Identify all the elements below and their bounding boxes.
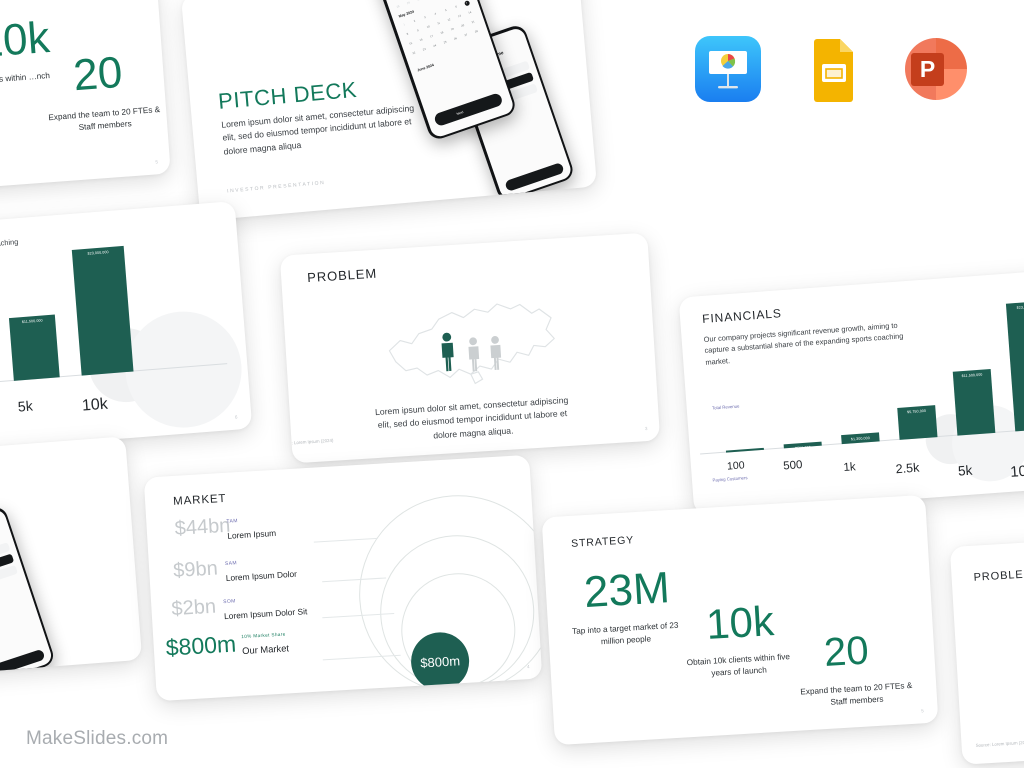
chart-category-label: 1k bbox=[843, 461, 857, 475]
time-slot-row[interactable] bbox=[0, 564, 18, 594]
chart-x-axis-label: Paying Customers bbox=[710, 475, 750, 483]
phone-primary-button[interactable] bbox=[0, 648, 45, 679]
page-number: 3 bbox=[644, 426, 648, 432]
slide-phone-mockup[interactable]: Select session time Pick an available ti… bbox=[0, 436, 143, 680]
market-key-our: 10% Market Share bbox=[241, 631, 286, 640]
chart-bar-value: $11,500,000 bbox=[21, 318, 43, 325]
chart-bar-value: $100,000 bbox=[737, 451, 754, 457]
page-number: 5 bbox=[921, 708, 924, 714]
slide-problem[interactable]: PROBLEM Lorem ipsum dolor sit amet, cons… bbox=[279, 232, 661, 464]
page-number: 5 bbox=[155, 159, 159, 165]
source-note: Source: Lorem Ipsum (2024) bbox=[975, 739, 1024, 748]
map-outline-icon bbox=[388, 303, 555, 385]
market-key-sam: SAM bbox=[224, 560, 238, 567]
slide-strategy-partial[interactable]: 10k …s within …nch 20 Expand the team to… bbox=[0, 0, 171, 195]
chart-category-label: 100 bbox=[726, 459, 746, 473]
stat-caption-10k: Obtain 10k clients within five years of … bbox=[686, 652, 791, 678]
chart-category-label: 500 bbox=[782, 459, 803, 473]
market-sub-sam: Lorem Ipsum Dolor bbox=[225, 568, 298, 583]
chart-bar: $11,500,000 bbox=[952, 369, 996, 436]
market-leader-line bbox=[313, 537, 378, 543]
apple-keynote-icon[interactable] bbox=[695, 36, 761, 102]
stat-caption-20: Expand the team to 20 FTEs & Staff membe… bbox=[48, 105, 161, 132]
google-slides-icon-svg bbox=[814, 39, 853, 102]
market-value-som: $2bn bbox=[170, 595, 217, 621]
page-title: PROBLEM bbox=[973, 568, 1024, 584]
stat-number-10k: 10k bbox=[0, 12, 52, 68]
stat-number-10k: 10k bbox=[704, 597, 776, 648]
person-icon-highlight bbox=[441, 332, 454, 372]
chart-bar-value: $5,750,000 bbox=[906, 408, 927, 415]
chart-category-label: 2.5k bbox=[895, 460, 920, 477]
chart-bar: $100,000 bbox=[725, 447, 764, 457]
page-number: 6 bbox=[234, 414, 238, 420]
chart-bar: $500,000 bbox=[783, 441, 822, 451]
market-value-tam: $44bn bbox=[174, 514, 231, 540]
chart-bar-value: $11,500,000 bbox=[961, 372, 983, 379]
chart-x-axis-label-text: Paying Customers bbox=[712, 475, 748, 483]
slide-pitch-deck[interactable]: PITCH DECK Lorem ipsum dolor sit amet, c… bbox=[180, 0, 598, 221]
market-sub-som: Lorem Ipsum Dolor Sit bbox=[223, 606, 308, 622]
calendar-month-label-next: June 2024 bbox=[416, 62, 435, 73]
stat-caption-10k: …s within …nch bbox=[0, 71, 51, 85]
chart-bar-value: $1,300,000 bbox=[850, 436, 871, 442]
source-note: Source: Lorem Ipsum (2024) bbox=[279, 437, 334, 447]
market-bubble-label: $800m bbox=[419, 652, 461, 671]
phone-mockup-group: Select session time Pick an available ti… bbox=[372, 0, 597, 221]
slide-market[interactable]: MARKET $800m $44bn TAM Lorem Ipsum $9bn … bbox=[143, 454, 543, 702]
market-sub-our: Our Market bbox=[241, 642, 290, 657]
phone-mockup-session-time: Select session time Pick an available ti… bbox=[0, 504, 57, 680]
phone-mockup-group: Select session time Pick an available ti… bbox=[0, 436, 114, 680]
svg-text:P: P bbox=[920, 56, 935, 82]
chart-bar: $11,500,000 bbox=[8, 314, 60, 381]
chart-bar: $1,300,000 bbox=[841, 432, 880, 445]
microsoft-powerpoint-icon[interactable]: P bbox=[903, 36, 969, 102]
chart-bar-value: $23,000,000 bbox=[87, 250, 109, 256]
chart-category-label: 5k bbox=[957, 462, 973, 479]
person-icon-muted bbox=[490, 336, 502, 370]
chart-category-label: 5k bbox=[17, 397, 34, 415]
page-title: PROBLEM bbox=[306, 265, 378, 286]
market-key-som: SOM bbox=[223, 598, 236, 606]
stat-number-20: 20 bbox=[71, 47, 125, 101]
calendar-month-label: May 2024 bbox=[398, 9, 415, 19]
slide-financials-partial[interactable]: …ue growth, aiming to …nding sports coac… bbox=[0, 201, 253, 459]
apple-keynote-icon-svg bbox=[695, 36, 761, 102]
chart-bar-value: $23,000,000 bbox=[1016, 304, 1024, 310]
phone-primary-button[interactable] bbox=[503, 161, 565, 192]
calendar-day-selected[interactable]: 7 bbox=[463, 0, 470, 7]
stat-number-20: 20 bbox=[822, 628, 870, 676]
slide-problem-partial[interactable]: PROBLEM Source: Lorem Ipsum (2024) bbox=[949, 529, 1024, 765]
stat-caption-20: Expand the team to 20 FTEs & Staff membe… bbox=[800, 680, 913, 707]
footer-tag: INVESTOR PRESENTATION bbox=[226, 179, 326, 195]
market-value-our: $800m bbox=[165, 630, 237, 661]
market-value-sam: $9bn bbox=[172, 557, 219, 583]
page-title: STRATEGY bbox=[570, 534, 635, 550]
stat-number-23m: 23M bbox=[582, 563, 672, 618]
market-key-tam: TAM bbox=[226, 518, 239, 525]
person-icon-muted bbox=[468, 337, 480, 372]
chart-bar: $23,000,000 bbox=[71, 245, 134, 376]
chart-bar: $5,750,000 bbox=[897, 405, 938, 440]
market-sub-tam: Lorem Ipsum bbox=[226, 527, 277, 541]
google-slides-icon[interactable] bbox=[801, 36, 867, 102]
microsoft-powerpoint-icon-svg: P bbox=[905, 38, 967, 100]
chart-category-label: 10k bbox=[1009, 462, 1024, 481]
page-number: 4 bbox=[526, 664, 530, 670]
stat-caption-23m: Tap into a target market of 23 million p… bbox=[571, 620, 679, 647]
chart-bar: $23,000,000 bbox=[1005, 300, 1024, 432]
page-title: MARKET bbox=[172, 492, 227, 508]
chart-bar-value: $500,000 bbox=[794, 445, 811, 451]
watermark: MakeSlides.com bbox=[26, 728, 169, 749]
slide-financials[interactable]: FINANCIALS Our company projects signific… bbox=[678, 266, 1024, 516]
slide-strategy[interactable]: STRATEGY 23M Tap into a target market of… bbox=[541, 494, 939, 746]
chart-category-label: 10k bbox=[81, 395, 109, 415]
problem-body: Lorem ipsum dolor sit amet, consectetur … bbox=[374, 394, 569, 441]
